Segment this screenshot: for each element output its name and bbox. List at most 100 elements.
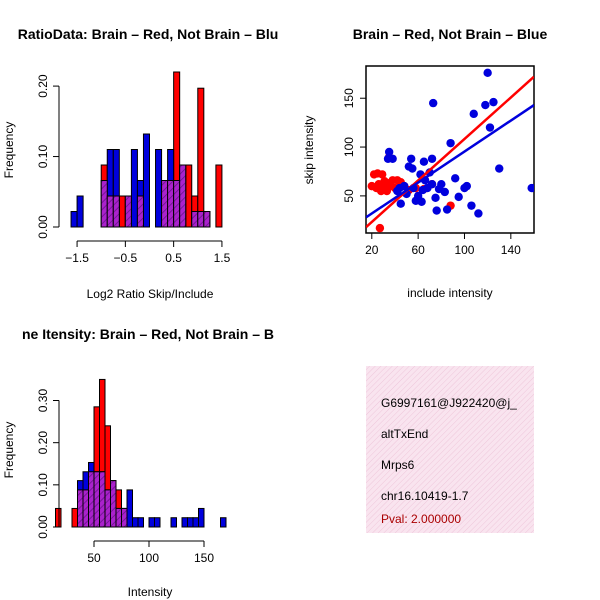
intensity-histogram-xlabel: Intensity	[128, 585, 173, 599]
x-tick-label: 50	[87, 551, 101, 565]
x-tick-label: 60	[411, 243, 425, 257]
point-not-brain	[446, 138, 455, 148]
bar-not-brain	[148, 517, 155, 528]
bar-not-brain	[154, 517, 161, 528]
y-tick-label: 150	[342, 88, 356, 108]
intensity-histogram-ylabel: Frequency	[2, 422, 16, 479]
point-not-brain	[451, 174, 460, 183]
point-not-brain	[495, 164, 504, 173]
bar-overlap	[191, 211, 199, 228]
bar-not-brain	[130, 149, 138, 228]
intensity-histogram-plot: 50 100 150 0.00 0.10 0.20 0.30	[36, 378, 227, 565]
point-not-brain	[474, 209, 483, 218]
point-not-brain	[384, 147, 394, 157]
bar-not-brain	[132, 517, 139, 528]
point-not-brain	[481, 100, 490, 110]
x-tick-label: 100	[454, 243, 474, 257]
point-not-brain	[437, 179, 446, 189]
ratio-histogram-xlabel: Log2 Ratio Skip/Include	[87, 287, 214, 301]
y-tick-label: 0.20	[36, 431, 50, 455]
bar-overlap	[82, 489, 89, 528]
x-tick-label: 0.5	[165, 251, 182, 265]
bar-overlap	[99, 471, 106, 528]
scatter-xlabel: include intensity	[407, 286, 492, 300]
y-tick-label: 0.30	[36, 389, 50, 413]
bar-overlap	[167, 180, 175, 228]
point-not-brain	[417, 197, 426, 206]
point-not-brain	[383, 154, 393, 163]
point-not-brain	[462, 181, 471, 191]
bar-overlap	[104, 489, 111, 528]
ratio-histogram-title: RatioData: Brain – Red, Not Brain – Blu	[18, 26, 279, 42]
bar-not-brain	[181, 517, 188, 528]
y-tick-label: 0.20	[36, 74, 50, 98]
ratio-histogram-ylabel: Frequency	[2, 122, 16, 179]
bar-not-brain	[126, 489, 133, 528]
x-tick-label: 100	[139, 551, 159, 565]
point-not-brain	[396, 199, 405, 208]
bar-not-brain	[155, 149, 163, 228]
bar-overlap	[100, 180, 108, 228]
scatter-plot: 20 60 100 140 50 100 150	[342, 65, 535, 257]
info-pval: Pval: 2.000000	[381, 512, 461, 526]
point-not-brain	[408, 164, 417, 173]
bar-brain	[71, 507, 78, 528]
point-not-brain	[454, 192, 463, 202]
bar-not-brain	[142, 133, 150, 228]
y-tick-label: 0.00	[36, 515, 50, 539]
bar-not-brain	[70, 211, 78, 228]
bar-overlap	[173, 180, 181, 228]
y-tick-label: 100	[342, 137, 356, 157]
point-brain	[378, 170, 387, 179]
point-not-brain	[440, 187, 449, 197]
bar-overlap	[179, 164, 187, 228]
bar-not-brain	[76, 195, 84, 228]
bar-overlap	[106, 195, 114, 228]
bar-overlap	[77, 489, 84, 528]
info-box: G6997161@J922420@j_ altTxEnd Mrps6 chr16…	[366, 366, 534, 533]
point-not-brain	[432, 206, 441, 215]
point-not-brain	[469, 109, 478, 119]
bar-brain	[55, 507, 62, 528]
bar-brain	[197, 87, 205, 228]
bar-brain	[185, 164, 193, 228]
bar-overlap	[121, 507, 128, 528]
fit-line-not-brain	[366, 104, 534, 219]
point-not-brain	[527, 183, 534, 193]
bar-overlap	[203, 211, 211, 228]
point-not-brain	[467, 201, 476, 210]
ratio-histogram-plot: −1.5 −0.5 0.5 1.5 0.00 0.10 0.20	[36, 71, 231, 265]
scatter-points	[366, 68, 534, 233]
bar-overlap	[110, 480, 117, 528]
x-tick-label: 20	[365, 243, 379, 257]
x-tick-label: 150	[194, 551, 214, 565]
bar-not-brain	[187, 517, 194, 528]
info-location: chr16.10419-1.7	[381, 489, 469, 503]
point-not-brain	[406, 154, 416, 163]
bar-overlap	[112, 195, 120, 228]
y-tick-label: 0.10	[36, 473, 50, 497]
bar-overlap	[93, 471, 100, 528]
plot-frame	[365, 65, 535, 234]
scatter-panel: Brain – Red, Not Brain – Blue include in…	[302, 26, 547, 300]
scatter-ylabel: skip intensity	[302, 116, 316, 185]
point-not-brain	[442, 205, 452, 214]
bar-overlap	[197, 211, 205, 228]
scatter-title: Brain – Red, Not Brain – Blue	[353, 26, 548, 42]
bar-overlap	[136, 195, 144, 228]
point-not-brain	[427, 154, 437, 163]
fit-line-brain	[366, 75, 534, 229]
info-gene-name: Mrps6	[381, 458, 415, 472]
intensity-histogram-panel: ne Itensity: Brain – Red, Not Brain – B …	[2, 326, 274, 599]
point-not-brain	[427, 179, 437, 189]
x-tick-label: −0.5	[114, 251, 138, 265]
point-not-brain	[489, 97, 498, 107]
bar-brain	[215, 164, 223, 228]
point-not-brain	[485, 123, 495, 132]
y-tick-label: 50	[342, 189, 356, 203]
bar-not-brain	[192, 517, 199, 528]
ratio-histogram-panel: RatioData: Brain – Red, Not Brain – Blu …	[2, 26, 278, 301]
bar-overlap	[161, 180, 169, 228]
bar-overlap	[88, 471, 95, 528]
